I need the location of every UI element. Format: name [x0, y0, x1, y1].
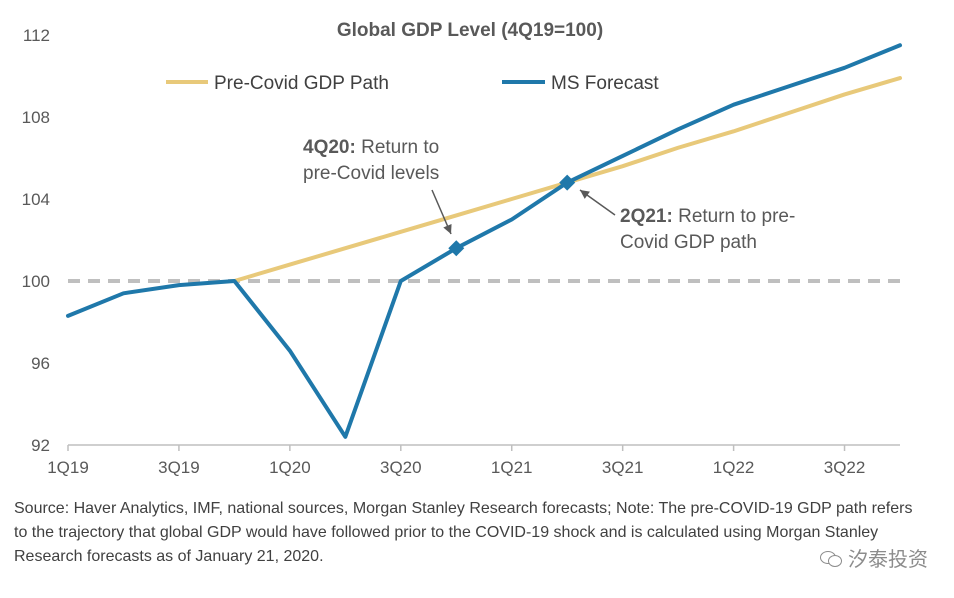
annotation-line1: 4Q20: Return to [303, 137, 439, 158]
x-tick-label: 3Q19 [158, 458, 200, 477]
legend-label-ms-forecast: MS Forecast [551, 73, 659, 94]
chart-title: Global GDP Level (4Q19=100) [337, 20, 603, 41]
annotation-arrowhead [443, 223, 452, 234]
annotation-line2: Covid GDP path [620, 232, 757, 253]
y-tick-label: 108 [22, 108, 50, 127]
x-tick-label: 1Q21 [491, 458, 533, 477]
y-tick-label: 96 [31, 354, 50, 373]
annotation-line2: pre-Covid levels [303, 163, 439, 184]
diamond-marker-2q21 [559, 174, 576, 191]
wechat-icon [820, 549, 842, 567]
annotations-layer: 4Q20: Return to pre-Covid levels 2Q21: Ret… [303, 137, 795, 253]
axes-layer: 92 96 100 104 108 112 1Q19 3Q19 1Q20 3Q20 1Q21 3Q21… [22, 26, 900, 477]
annotation-arrowhead [580, 190, 590, 199]
watermark-text: 汐泰投资 [848, 549, 928, 571]
y-tick-label: 92 [31, 436, 50, 455]
annotation-bold-label: 4Q20: [303, 137, 356, 158]
x-tick-label: 3Q20 [380, 458, 422, 477]
annotation-text: Return to [356, 137, 439, 158]
watermark: 汐泰投资 [820, 543, 928, 572]
annotation-text: Return to pre- [673, 206, 796, 227]
annotation-line1: 2Q21: Return to pre- [620, 206, 795, 227]
x-tick-label: 1Q22 [713, 458, 755, 477]
y-tick-label: 104 [22, 190, 50, 209]
annotation-bold-label: 2Q21: [620, 206, 673, 227]
source-note: Source: Haver Analytics, IMF, national s… [14, 500, 913, 565]
x-tick-label: 3Q22 [824, 458, 866, 477]
diamond-marker-4q20 [448, 240, 465, 257]
series-layer [66, 43, 902, 439]
series-line-ms-forecast [66, 43, 902, 439]
x-tick-label: 1Q20 [269, 458, 311, 477]
legend-label-pre-covid-gdp-path: Pre-Covid GDP Path [214, 73, 389, 94]
gdp-line-chart: Global GDP Level (4Q19=100) 92 96 100 104 10… [22, 20, 902, 477]
y-tick-label: 100 [22, 272, 50, 291]
y-tick-label: 112 [23, 26, 50, 45]
x-tick-label: 1Q19 [47, 458, 89, 477]
x-tick-label: 3Q21 [602, 458, 644, 477]
legend: Pre-Covid GDP Path MS Forecast [166, 73, 659, 94]
